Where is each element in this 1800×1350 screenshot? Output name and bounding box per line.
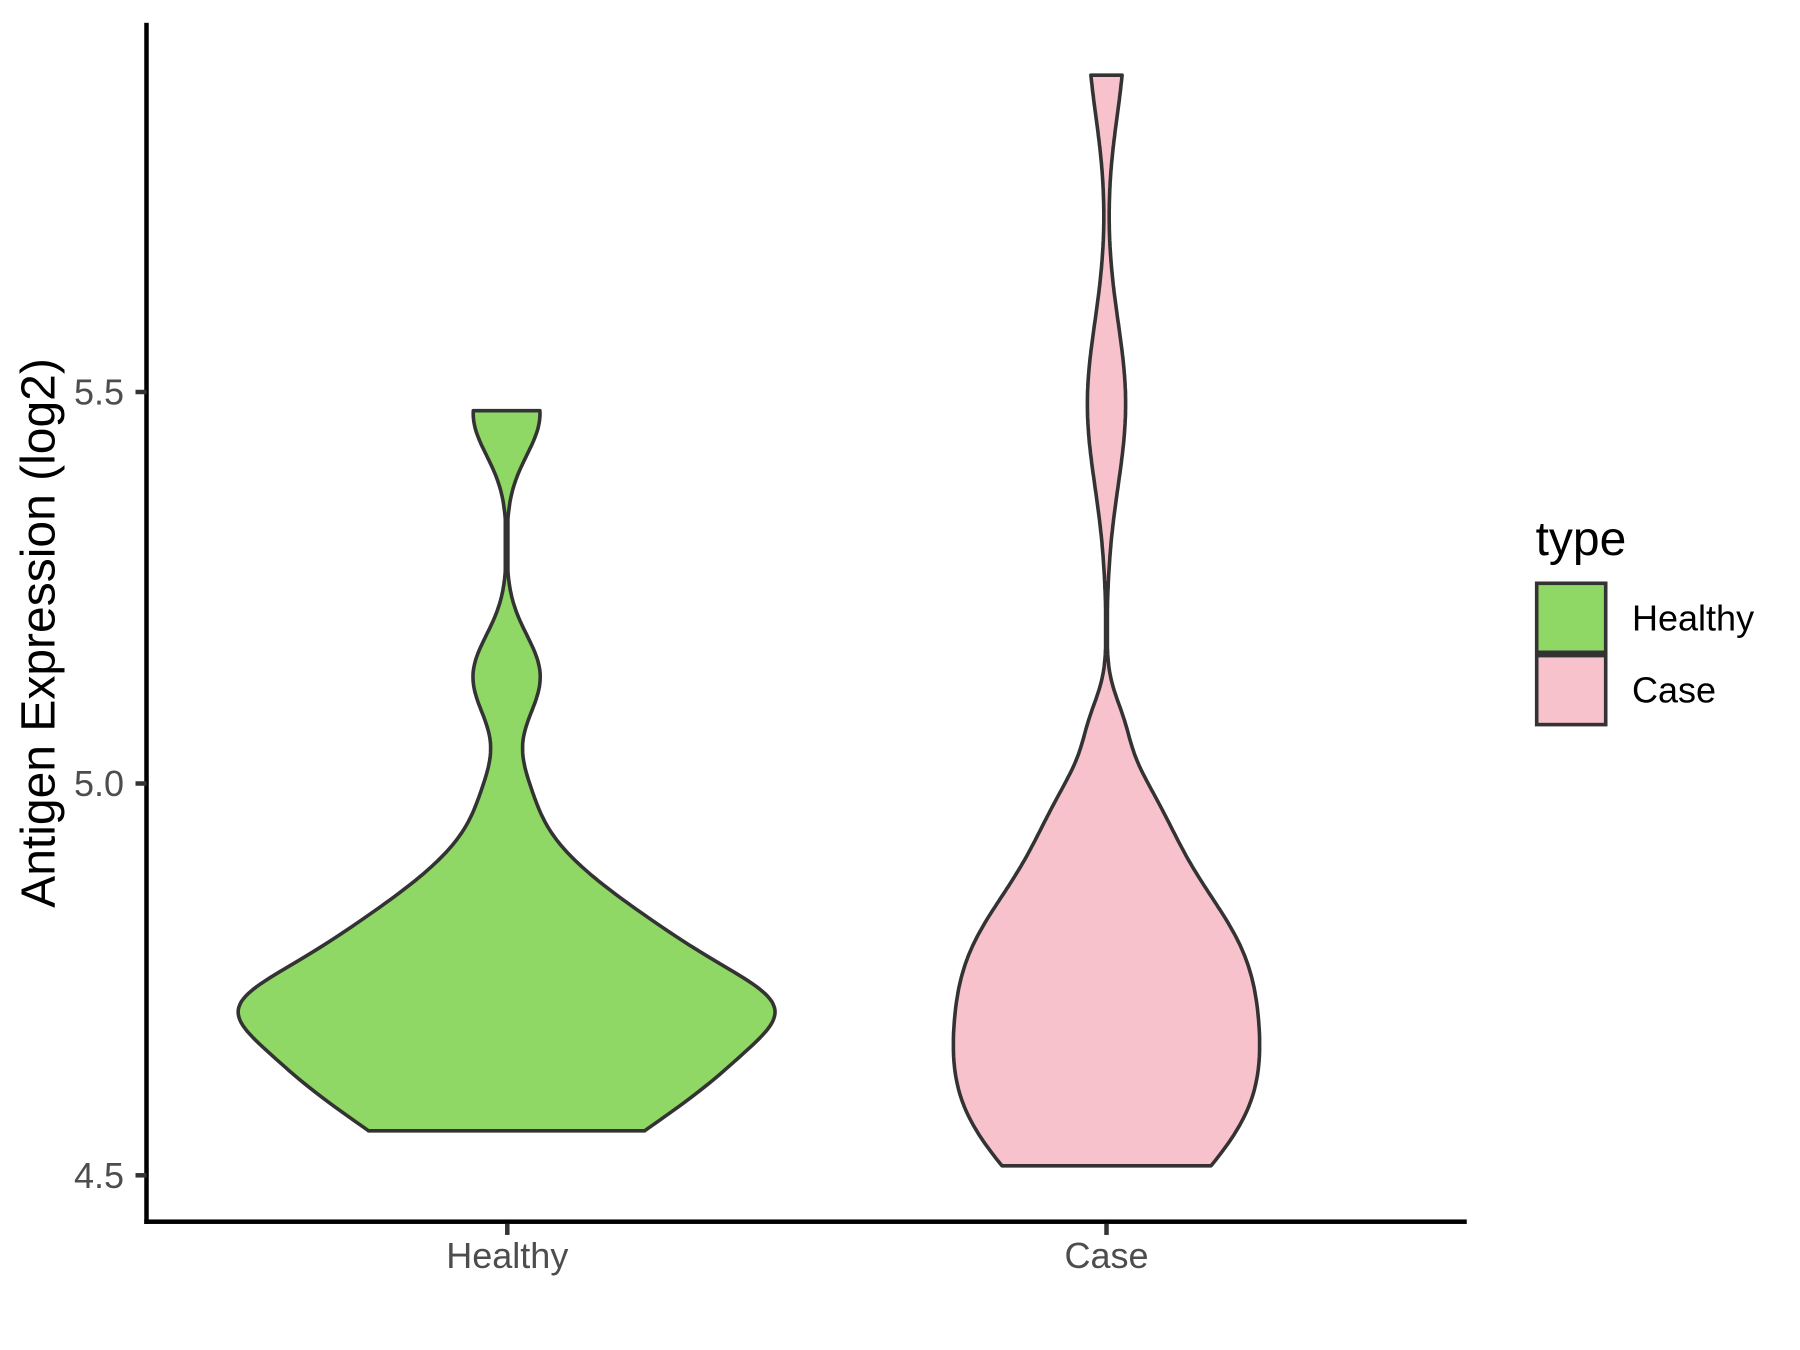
- svg-text:Healthy: Healthy: [446, 1235, 568, 1276]
- svg-text:Antigen Expression (log2): Antigen Expression (log2): [13, 358, 66, 908]
- svg-text:5.0: 5.0: [74, 763, 124, 804]
- svg-text:5.5: 5.5: [74, 372, 124, 413]
- svg-text:Case: Case: [1064, 1235, 1148, 1276]
- svg-text:Healthy: Healthy: [1632, 597, 1754, 638]
- svg-text:Case: Case: [1632, 670, 1716, 711]
- svg-text:4.5: 4.5: [74, 1155, 124, 1196]
- svg-text:type: type: [1536, 513, 1627, 566]
